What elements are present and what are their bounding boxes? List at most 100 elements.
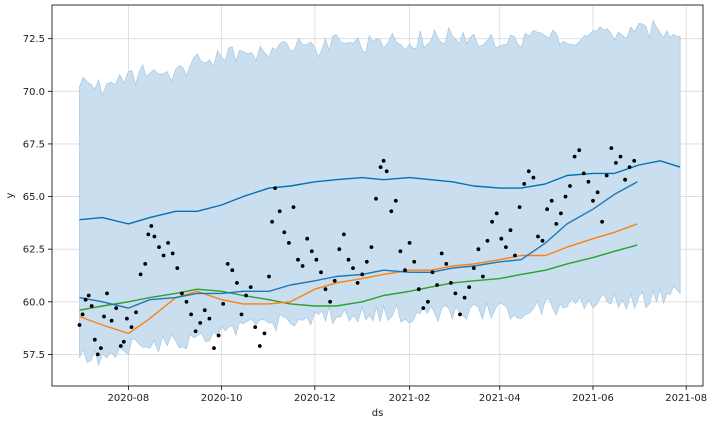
x-tick-label: 2021-06 xyxy=(572,393,614,404)
data-point xyxy=(577,148,582,153)
data-point xyxy=(337,247,342,252)
data-point xyxy=(152,234,157,239)
data-point xyxy=(146,232,151,237)
data-point xyxy=(80,312,85,317)
data-point xyxy=(161,253,166,258)
data-point xyxy=(89,304,94,308)
data-point xyxy=(471,266,476,270)
data-point xyxy=(267,274,271,279)
data-point xyxy=(170,251,175,256)
data-point xyxy=(319,270,323,275)
data-point xyxy=(323,287,328,292)
data-point xyxy=(559,211,563,216)
data-point xyxy=(282,230,287,235)
data-point xyxy=(369,245,374,250)
y-tick-label: 72.5 xyxy=(23,34,45,45)
data-point xyxy=(364,259,369,264)
data-point xyxy=(114,306,119,310)
data-point xyxy=(568,184,572,188)
data-point xyxy=(102,314,106,319)
data-point xyxy=(435,283,439,287)
data-point xyxy=(536,234,540,239)
data-point xyxy=(508,228,513,233)
x-tick-label: 2020-08 xyxy=(108,393,150,404)
data-point xyxy=(157,245,161,250)
data-point xyxy=(221,302,226,306)
data-point xyxy=(393,198,398,203)
data-point xyxy=(257,344,262,348)
data-point xyxy=(618,154,623,159)
data-point xyxy=(180,291,184,296)
data-point xyxy=(595,190,600,195)
data-point xyxy=(426,299,430,304)
data-point xyxy=(485,238,490,243)
data-point xyxy=(572,154,577,159)
data-point xyxy=(360,272,365,277)
data-point xyxy=(193,329,198,334)
data-point xyxy=(381,158,386,163)
data-point xyxy=(305,236,310,241)
data-point xyxy=(351,266,355,270)
data-point xyxy=(481,274,485,279)
uncertainty-band-area xyxy=(79,19,681,367)
data-point xyxy=(384,169,389,174)
data-point xyxy=(105,291,109,296)
data-point xyxy=(239,312,244,317)
observed-points xyxy=(77,146,637,357)
data-point xyxy=(586,179,591,184)
data-point xyxy=(212,346,216,350)
data-point xyxy=(490,219,494,224)
data-point xyxy=(184,299,189,304)
data-point xyxy=(453,291,458,296)
data-point xyxy=(476,247,481,252)
data-point xyxy=(248,285,253,289)
data-point xyxy=(374,196,378,201)
data-point xyxy=(444,262,449,266)
data-point xyxy=(627,165,632,170)
data-point xyxy=(138,272,143,277)
x-tick-label: 2021-08 xyxy=(665,393,707,404)
data-point xyxy=(403,268,407,273)
data-point xyxy=(166,241,171,245)
data-point xyxy=(614,161,618,165)
data-point xyxy=(118,344,123,348)
data-point xyxy=(99,346,103,350)
data-point xyxy=(604,173,609,178)
data-point xyxy=(121,339,126,344)
uncertainty-band xyxy=(79,19,681,367)
data-point xyxy=(563,194,568,199)
data-point xyxy=(287,241,291,245)
data-point xyxy=(342,232,346,237)
data-point xyxy=(499,236,504,241)
data-point xyxy=(300,264,305,268)
data-point xyxy=(462,295,467,300)
x-axis-label: ds xyxy=(372,408,384,419)
data-point xyxy=(494,211,499,216)
y-tick-label: 70.0 xyxy=(23,87,45,98)
plot-frame xyxy=(51,4,704,387)
data-point xyxy=(389,209,394,214)
data-point xyxy=(407,241,412,245)
data-point xyxy=(332,278,337,283)
data-point xyxy=(230,268,235,273)
data-point xyxy=(273,186,277,191)
data-point xyxy=(95,352,100,357)
data-point xyxy=(262,331,267,336)
data-point xyxy=(632,158,637,163)
data-point xyxy=(207,316,212,321)
data-point xyxy=(609,146,614,151)
y-axis-label: y xyxy=(5,192,16,198)
data-point xyxy=(86,293,91,298)
data-point xyxy=(270,219,274,224)
data-point xyxy=(517,205,522,210)
y-tick-label: 62.5 xyxy=(23,245,45,256)
data-point xyxy=(554,222,559,226)
x-tick-label: 2021-02 xyxy=(389,393,431,404)
data-point xyxy=(309,249,314,254)
y-tick-label: 65.0 xyxy=(23,192,45,203)
data-point xyxy=(235,281,239,285)
data-point xyxy=(531,175,536,180)
data-point xyxy=(109,318,114,323)
data-point xyxy=(149,224,154,228)
data-point xyxy=(545,207,549,212)
